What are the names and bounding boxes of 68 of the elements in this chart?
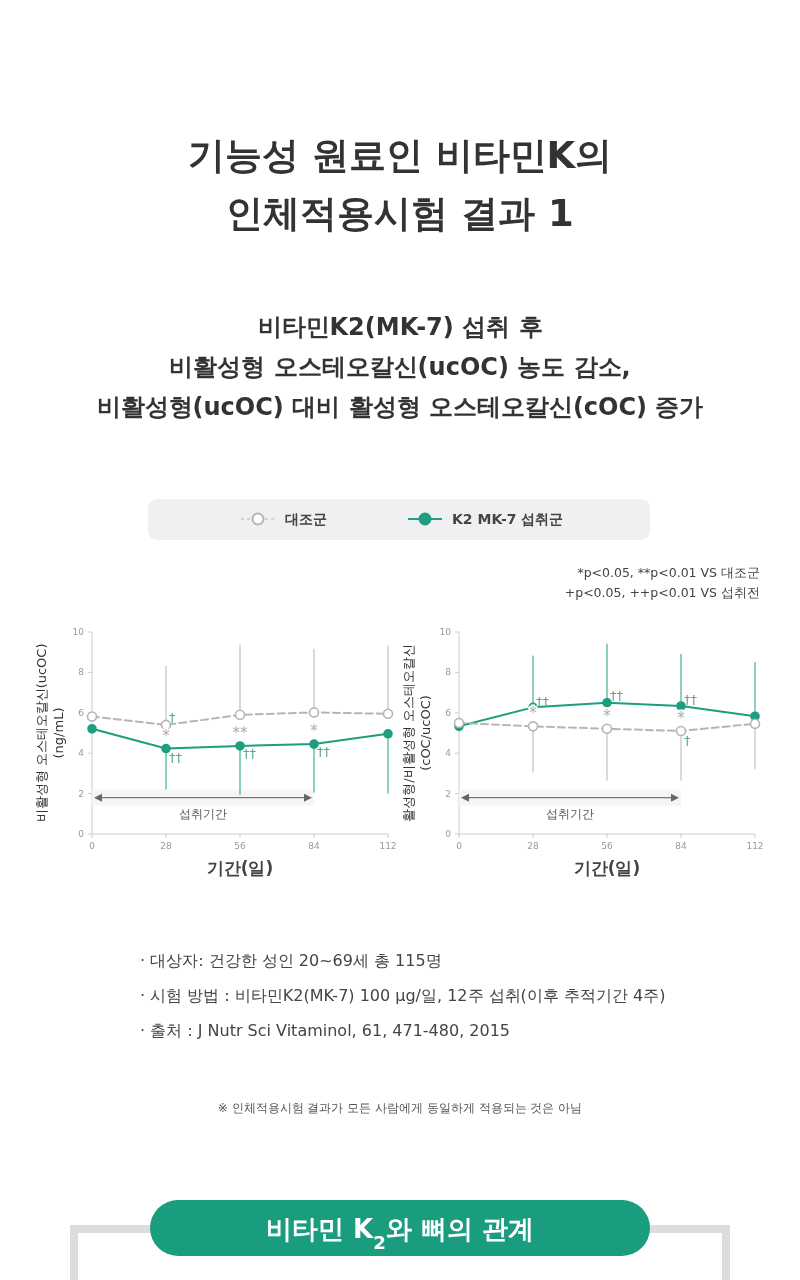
text: · 시험 방법 : 비타민K2(MK-7) 100 μg/일, 12주 섭취(이후 추적기간 4주) <box>140 986 666 1005</box>
x-tick-label: 56 <box>234 841 246 851</box>
legend-label: 대조군 <box>285 511 327 527</box>
annotation: * <box>677 708 686 727</box>
point <box>309 739 319 749</box>
annotation: †† <box>684 691 698 707</box>
text: · 출처 : J Nutr Sci Vitaminol, 61, 471-480, 2015 <box>140 1021 511 1040</box>
text: · 대상자: 건강한 성인 20~69세 총 115명 <box>140 951 442 970</box>
x-tick-label: 112 <box>379 841 397 851</box>
y-tick-label: 6 <box>445 707 452 718</box>
x-tick-label: 28 <box>527 841 539 851</box>
point <box>161 743 171 754</box>
annotation: * <box>162 726 171 745</box>
annotation: † <box>684 733 691 749</box>
annotation: * <box>603 706 612 725</box>
y-tick-label: 0 <box>445 829 452 839</box>
y-tick-label: 4 <box>445 748 452 759</box>
text: *p<0.05, **p<0.01 VS 대조군 <box>577 565 760 580</box>
point <box>87 723 97 734</box>
y-tick-label: 8 <box>445 667 452 678</box>
text: +p<0.05, ++p<0.01 VS 섭취전 <box>564 585 760 600</box>
text: ※ 인체적용시험 결과가 모든 사람에게 동일하게 적용되는 것은 아님 <box>217 1101 583 1115</box>
text: 비타민 K$_{2}$와 뼈의 관계 <box>266 1214 534 1253</box>
point <box>235 741 245 751</box>
y-tick-label: 10 <box>72 627 85 637</box>
y-axis-title: 활성형/비활성형 오스테오칼신 (cOC/ucOC) <box>401 644 433 822</box>
legend-label: K2 MK-7 섭취군 <box>452 511 564 527</box>
x-tick-label: 0 <box>89 841 96 851</box>
point <box>453 717 465 729</box>
band-label: 섭취기간 <box>546 806 594 821</box>
point <box>383 729 393 739</box>
y-tick-label: 6 <box>78 707 85 718</box>
y-tick-label: 2 <box>78 788 84 799</box>
x-tick-label: 84 <box>675 841 687 851</box>
chart-subtitle: 비타민K2(MK-7) 섭취 후 비활성형 오스테오칼신(ucOC) 농도 감소, 비활성형(ucOC) 대비 활성형 오스테오칼신(cOC) 증가 <box>96 313 704 421</box>
point <box>749 718 761 730</box>
annotation: †† <box>169 750 183 766</box>
annotation: †† <box>317 744 331 760</box>
y-axis-title: 비활성형 오스테오칼신(ucOC) (ng/mL) <box>34 643 66 823</box>
annotation: * <box>310 722 319 741</box>
chart-title: 기능성 원료인 비타민K의 인체적용시험 결과 1 <box>187 134 613 235</box>
y-tick-label: 10 <box>439 627 452 637</box>
y-tick-label: 2 <box>445 788 451 799</box>
annotation: †† <box>536 693 550 709</box>
band-label: 섭취기간 <box>179 806 227 821</box>
point <box>676 701 686 711</box>
x-tick-label: 84 <box>308 841 320 851</box>
point <box>602 697 612 708</box>
x-tick-label: 28 <box>160 841 172 851</box>
point <box>86 711 98 722</box>
y-tick-label: 4 <box>78 748 85 759</box>
annotation: ** <box>232 723 248 742</box>
y-tick-label: 8 <box>78 667 85 678</box>
y-tick-label: 0 <box>78 829 85 839</box>
point <box>527 721 539 732</box>
point <box>308 707 320 718</box>
point <box>601 723 613 735</box>
x-axis-title: 기간(일) <box>573 858 641 878</box>
point <box>675 725 687 737</box>
annotation: † <box>169 709 176 725</box>
x-tick-label: 0 <box>456 841 463 851</box>
point <box>234 709 246 721</box>
annotation: †† <box>610 687 624 703</box>
x-tick-label: 112 <box>746 841 764 851</box>
x-tick-label: 56 <box>601 841 613 851</box>
x-axis-title: 기간(일) <box>206 858 274 878</box>
point <box>382 708 394 720</box>
annotation: †† <box>243 746 257 762</box>
